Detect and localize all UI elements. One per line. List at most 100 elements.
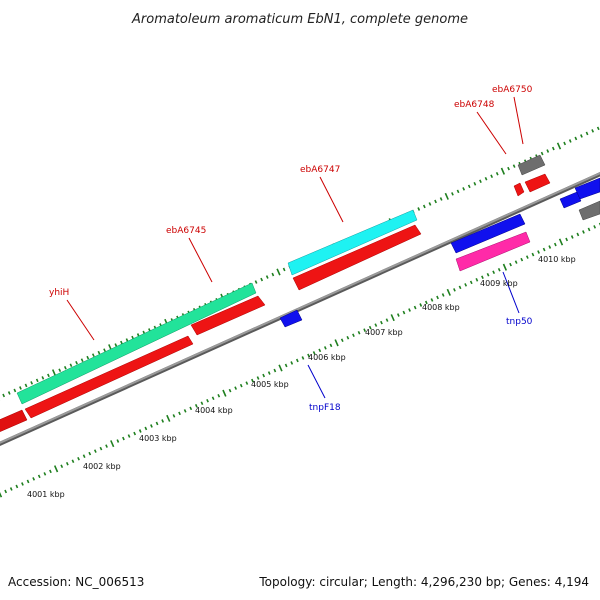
scale-tick bbox=[91, 353, 95, 357]
scale-tick bbox=[307, 353, 310, 358]
scale-tick bbox=[4, 489, 8, 494]
gene-arrow[interactable] bbox=[513, 182, 525, 197]
gene-bar-gray[interactable] bbox=[578, 200, 600, 221]
scale-tick bbox=[486, 272, 490, 277]
scale-tick bbox=[217, 393, 221, 398]
gene-arrow[interactable] bbox=[292, 224, 422, 291]
scale-tick bbox=[138, 429, 142, 433]
gene-arrow[interactable] bbox=[559, 191, 582, 209]
scale-tick bbox=[161, 419, 165, 423]
scale-tick bbox=[228, 388, 232, 393]
scale-tick bbox=[35, 378, 39, 383]
gene-label-eba6745[interactable]: ebA6745 bbox=[166, 226, 206, 236]
scale-tick bbox=[558, 238, 564, 246]
scale-tick bbox=[166, 414, 171, 422]
scale-tick bbox=[30, 381, 34, 385]
scale-tick bbox=[86, 355, 90, 360]
scale-tick bbox=[97, 350, 101, 355]
gene-label-yhih[interactable]: yhiH bbox=[49, 288, 69, 298]
scale-tick bbox=[144, 426, 148, 431]
gene-arrow[interactable] bbox=[524, 173, 551, 193]
scale-tick bbox=[80, 358, 84, 363]
gene-bar-cyan[interactable] bbox=[287, 209, 418, 276]
scale-tick bbox=[363, 328, 367, 333]
scale-tick bbox=[490, 174, 494, 179]
scale-tick bbox=[408, 308, 411, 312]
scale-tick bbox=[417, 207, 421, 211]
scale-tick bbox=[593, 225, 597, 229]
scale-tick bbox=[105, 444, 108, 448]
scale-tick bbox=[436, 295, 439, 300]
scale-tick bbox=[200, 401, 204, 406]
scale-tick bbox=[553, 242, 557, 247]
scale-tick bbox=[413, 305, 417, 310]
scale-tick bbox=[256, 376, 260, 380]
scale-tick bbox=[271, 272, 275, 277]
scale-tick bbox=[234, 386, 238, 390]
gene-arrow[interactable] bbox=[574, 177, 600, 200]
scale-tick bbox=[245, 381, 249, 385]
scale-tick bbox=[323, 346, 327, 350]
scale-tick bbox=[380, 320, 383, 325]
scale-tick bbox=[497, 267, 501, 272]
gene-bar-gray[interactable] bbox=[517, 154, 546, 176]
gene-label-eba6748[interactable]: ebA6748 bbox=[454, 100, 495, 110]
gene-arrow[interactable] bbox=[279, 309, 303, 328]
scale-tick bbox=[502, 263, 508, 271]
scale-tick bbox=[390, 314, 395, 322]
scale-tick bbox=[462, 187, 466, 191]
scale-tick bbox=[262, 373, 266, 378]
scale-tick bbox=[596, 126, 600, 131]
gene-labels: yhiH ebA6745 ebA6747 ebA6748 ebA6750 tnp… bbox=[49, 85, 533, 413]
scale-tick bbox=[103, 348, 106, 352]
scale-tick bbox=[546, 149, 550, 153]
scale-tick bbox=[58, 368, 62, 373]
scale-tick bbox=[312, 351, 316, 355]
kbp-label: 4004 kbp bbox=[195, 406, 233, 415]
kbp-labels: 4001 kbp 4002 kbp 4003 kbp 4004 kbp 4005… bbox=[27, 255, 576, 499]
scale-tick bbox=[295, 358, 299, 363]
scale-tick bbox=[290, 361, 294, 365]
gene-label-eba6750[interactable]: ebA6750 bbox=[492, 85, 533, 95]
accession-text: Accession: NC_006513 bbox=[8, 575, 144, 589]
scale-tick bbox=[318, 348, 322, 353]
genome-backbone bbox=[0, 172, 600, 446]
scale-tick bbox=[495, 171, 499, 176]
scale-tick bbox=[15, 484, 19, 489]
scale-tick bbox=[481, 275, 484, 280]
gene-arrow[interactable] bbox=[190, 295, 266, 336]
gene-bar-magenta[interactable] bbox=[455, 231, 531, 272]
scale-tick bbox=[542, 247, 546, 252]
scale-tick bbox=[284, 363, 288, 368]
kbp-label: 4006 kbp bbox=[308, 353, 346, 362]
gene-arrow[interactable] bbox=[24, 335, 194, 419]
scale-tick bbox=[178, 411, 181, 416]
scale-tick bbox=[574, 136, 578, 141]
scale-tick bbox=[282, 267, 286, 272]
scale-tick bbox=[580, 134, 583, 138]
scale-tick bbox=[254, 280, 258, 284]
gene-arrow[interactable] bbox=[0, 409, 28, 433]
gene-label-tnpf18[interactable]: tnpF18 bbox=[309, 403, 341, 413]
scale-tick bbox=[340, 338, 344, 343]
scale-tick bbox=[525, 255, 529, 259]
scale-tick bbox=[484, 176, 488, 181]
scale-tick bbox=[568, 139, 572, 143]
scale-tick bbox=[150, 424, 153, 428]
scale-tick bbox=[206, 398, 209, 403]
scale-tick bbox=[576, 232, 580, 237]
scale-tick bbox=[537, 250, 540, 254]
scale-tick bbox=[222, 389, 227, 397]
scale-tick bbox=[368, 325, 372, 330]
scale-tick bbox=[2, 393, 6, 398]
gene-arrow[interactable] bbox=[450, 213, 526, 254]
gene-label-tnp50[interactable]: tnp50 bbox=[506, 317, 533, 327]
scale-tick bbox=[0, 492, 3, 498]
scale-tick bbox=[479, 179, 482, 184]
scale-tick bbox=[7, 391, 11, 395]
gene-label-eba6747[interactable]: ebA6747 bbox=[300, 165, 340, 175]
gene-bar-green[interactable] bbox=[16, 282, 257, 405]
scale-tick bbox=[49, 469, 52, 474]
kbp-label: 4008 kbp bbox=[422, 303, 460, 312]
